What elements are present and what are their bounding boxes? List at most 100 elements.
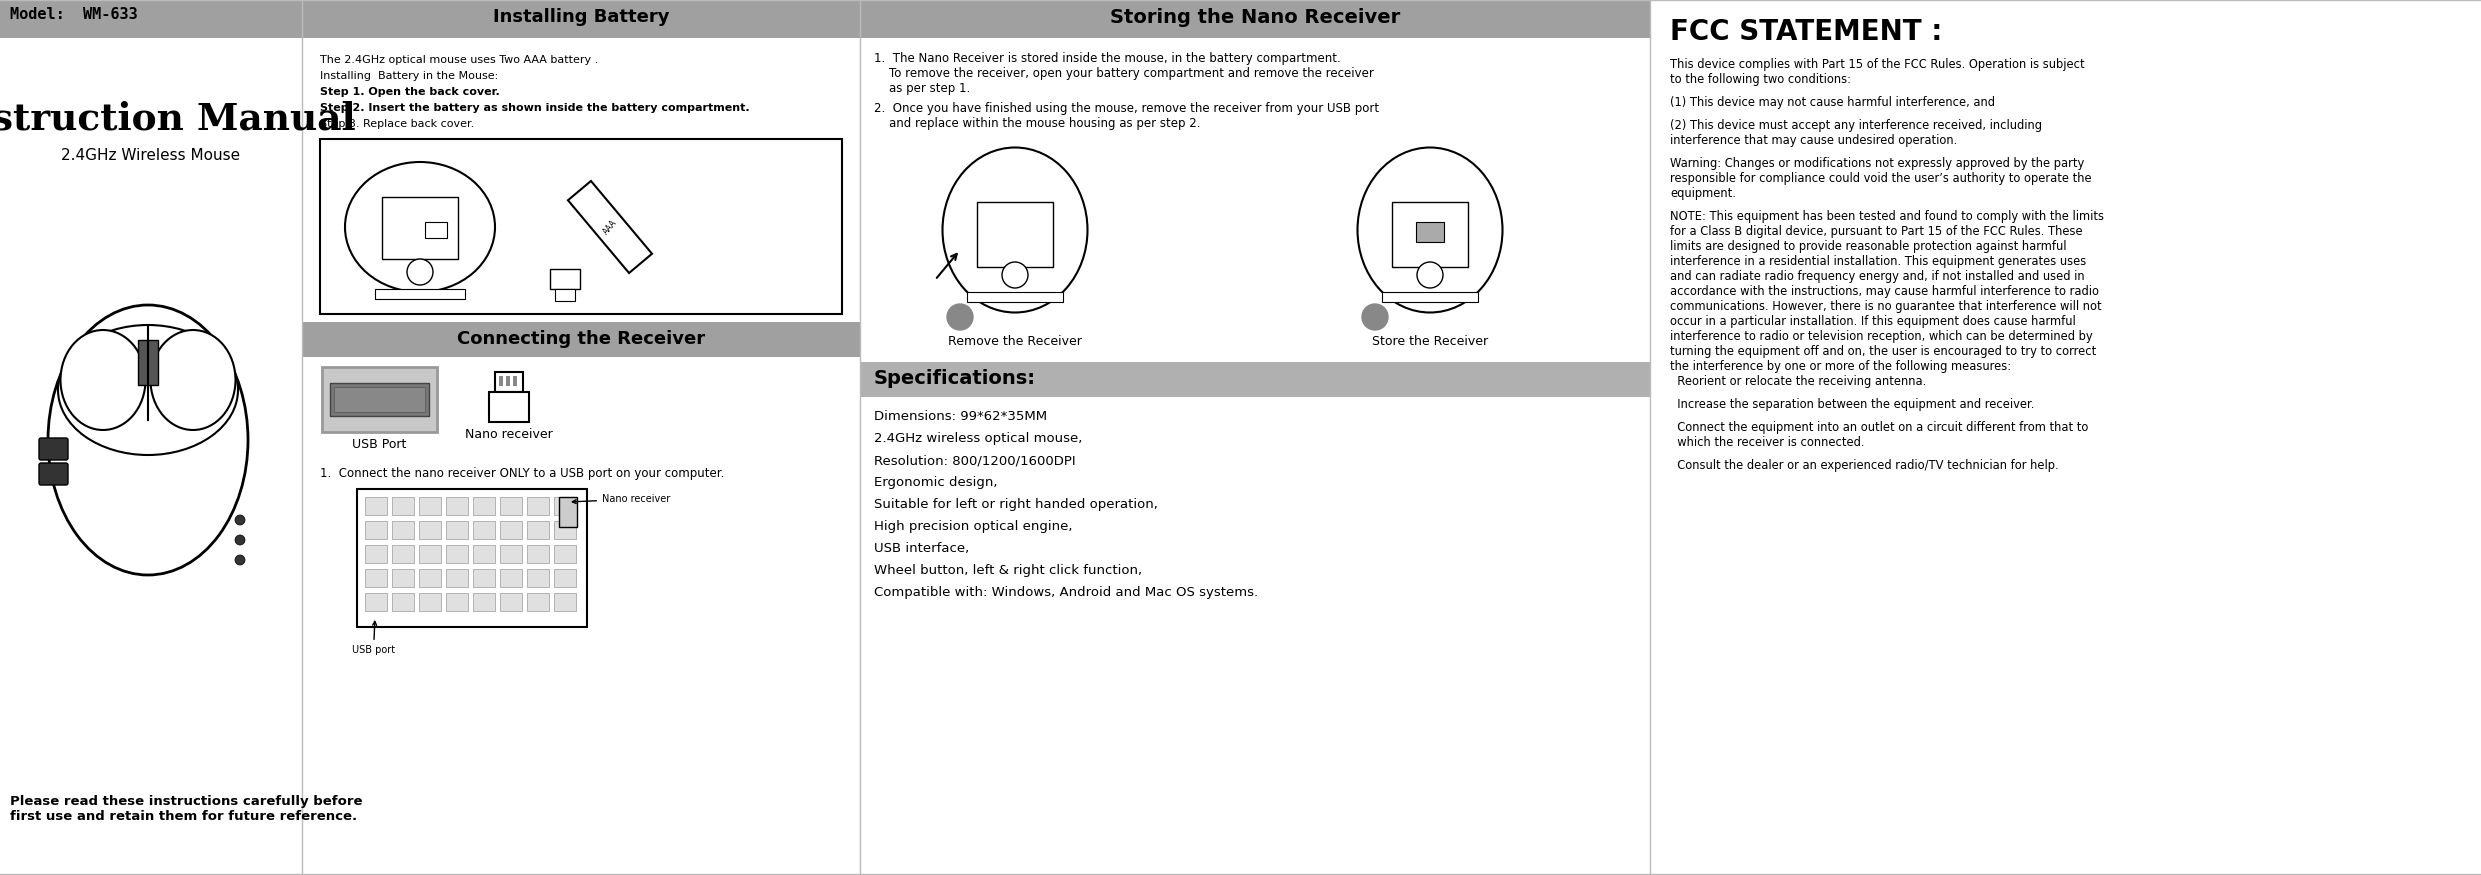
Bar — [501, 497, 521, 515]
FancyBboxPatch shape — [40, 438, 67, 460]
Bar — [365, 497, 387, 515]
Text: 2.4GHz wireless optical mouse,: 2.4GHz wireless optical mouse, — [873, 432, 1082, 445]
Bar — [553, 593, 576, 611]
Text: Reorient or relocate the receiving antenna.: Reorient or relocate the receiving anten… — [1670, 375, 1925, 388]
Bar — [558, 497, 578, 527]
Text: (2) This device must accept any interference received, including: (2) This device must accept any interfer… — [1670, 119, 2042, 132]
Text: 2.4GHz Wireless Mouse: 2.4GHz Wireless Mouse — [62, 148, 241, 163]
Bar — [514, 376, 516, 386]
Bar — [474, 545, 496, 563]
Bar — [447, 545, 469, 563]
Bar — [365, 593, 387, 611]
Bar — [447, 593, 469, 611]
Bar — [1417, 222, 1444, 242]
Text: Instruction Manual: Instruction Manual — [0, 100, 355, 137]
Text: Installing Battery: Installing Battery — [494, 8, 670, 26]
Text: (1) This device may not cause harmful interference, and: (1) This device may not cause harmful in… — [1670, 96, 1995, 109]
Text: Storing the Nano Receiver: Storing the Nano Receiver — [1109, 8, 1399, 27]
Bar — [1392, 202, 1469, 267]
Bar — [474, 593, 496, 611]
Text: The 2.4GHz optical mouse uses Two AAA battery .: The 2.4GHz optical mouse uses Two AAA ba… — [320, 55, 598, 65]
Text: USB Port: USB Port — [352, 438, 407, 451]
Bar — [303, 0, 861, 38]
Text: interference that may cause undesired operation.: interference that may cause undesired op… — [1670, 134, 1958, 147]
Text: Increase the separation between the equipment and receiver.: Increase the separation between the equi… — [1670, 398, 2034, 411]
Text: 2: 2 — [1370, 309, 1379, 323]
Bar — [320, 139, 841, 314]
Text: interference in a residential installation. This equipment generates uses: interference in a residential installati… — [1670, 255, 2087, 268]
Ellipse shape — [151, 330, 236, 430]
Text: Installing  Battery in the Mouse:: Installing Battery in the Mouse: — [320, 71, 499, 81]
Text: interference to radio or television reception, which can be determined by: interference to radio or television rece… — [1670, 330, 2091, 343]
Ellipse shape — [345, 162, 496, 292]
Bar — [419, 521, 442, 539]
Bar — [447, 569, 469, 587]
Bar — [489, 392, 528, 422]
Text: Compatible with: Windows, Android and Mac OS systems.: Compatible with: Windows, Android and Ma… — [873, 586, 1258, 599]
Text: Step 2. Insert the battery as shown inside the battery compartment.: Step 2. Insert the battery as shown insi… — [320, 103, 749, 113]
Text: Ergonomic design,: Ergonomic design, — [873, 476, 997, 489]
Bar — [392, 569, 414, 587]
Bar — [501, 569, 521, 587]
Text: USB port: USB port — [352, 621, 394, 655]
Text: Nano receiver: Nano receiver — [573, 494, 670, 504]
Circle shape — [236, 555, 246, 565]
Text: Please read these instructions carefully before
first use and retain them for fu: Please read these instructions carefully… — [10, 795, 362, 823]
Bar — [365, 545, 387, 563]
Bar — [499, 376, 504, 386]
Bar — [861, 362, 1650, 397]
Text: 2.  Once you have finished using the mouse, remove the receiver from your USB po: 2. Once you have finished using the mous… — [873, 102, 1379, 115]
Text: accordance with the instructions, may cause harmful interference to radio: accordance with the instructions, may ca… — [1670, 285, 2099, 298]
Bar — [496, 372, 523, 392]
Text: Store the Receiver: Store the Receiver — [1372, 335, 1489, 348]
Text: Step 3. Replace back cover.: Step 3. Replace back cover. — [320, 119, 474, 129]
Text: communications. However, there is no guarantee that interference will not: communications. However, there is no gua… — [1670, 300, 2101, 313]
Text: To remove the receiver, open your battery compartment and remove the receiver: To remove the receiver, open your batter… — [873, 67, 1374, 80]
Bar — [474, 521, 496, 539]
Bar — [335, 387, 424, 412]
Bar — [365, 569, 387, 587]
Bar — [553, 521, 576, 539]
Bar — [501, 545, 521, 563]
FancyBboxPatch shape — [40, 463, 67, 485]
Text: Step 1. Open the back cover.: Step 1. Open the back cover. — [320, 87, 499, 97]
Text: USB interface,: USB interface, — [873, 542, 970, 555]
Bar — [447, 521, 469, 539]
Text: turning the equipment off and on, the user is encouraged to try to correct: turning the equipment off and on, the us… — [1670, 345, 2096, 358]
Text: Nano receiver: Nano receiver — [464, 428, 553, 441]
Ellipse shape — [57, 325, 238, 455]
Text: for a Class B digital device, pursuant to Part 15 of the FCC Rules. These: for a Class B digital device, pursuant t… — [1670, 225, 2082, 238]
Bar — [382, 197, 459, 259]
Bar — [392, 545, 414, 563]
Circle shape — [236, 535, 246, 545]
Bar — [392, 593, 414, 611]
Bar — [474, 569, 496, 587]
Text: Consult the dealer or an experienced radio/TV technician for help.: Consult the dealer or an experienced rad… — [1670, 459, 2059, 472]
Bar — [526, 593, 548, 611]
Circle shape — [948, 304, 973, 330]
Bar — [139, 340, 159, 385]
Bar — [526, 497, 548, 515]
Text: FCC STATEMENT :: FCC STATEMENT : — [1670, 18, 1943, 46]
Text: occur in a particular installation. If this equipment does cause harmful: occur in a particular installation. If t… — [1670, 315, 2077, 328]
Text: Wheel button, left & right click function,: Wheel button, left & right click functio… — [873, 564, 1141, 577]
Text: Warning: Changes or modifications not expressly approved by the party: Warning: Changes or modifications not ex… — [1670, 157, 2084, 170]
Text: which the receiver is connected.: which the receiver is connected. — [1670, 436, 1866, 449]
Text: NOTE: This equipment has been tested and found to comply with the limits: NOTE: This equipment has been tested and… — [1670, 210, 2104, 223]
Bar — [474, 497, 496, 515]
Bar — [501, 521, 521, 539]
Bar — [375, 289, 464, 299]
Text: Dimensions: 99*62*35MM: Dimensions: 99*62*35MM — [873, 410, 1047, 423]
Text: to the following two conditions:: to the following two conditions: — [1670, 73, 1851, 86]
Bar — [506, 376, 511, 386]
Bar — [424, 222, 447, 238]
Bar — [978, 202, 1052, 267]
Bar — [419, 593, 442, 611]
Bar — [419, 569, 442, 587]
Text: 1.  Connect the nano receiver ONLY to a USB port on your computer.: 1. Connect the nano receiver ONLY to a U… — [320, 467, 724, 480]
Text: High precision optical engine,: High precision optical engine, — [873, 520, 1072, 533]
Bar — [0, 0, 303, 38]
Bar — [556, 289, 576, 301]
Text: as per step 1.: as per step 1. — [873, 82, 970, 95]
Text: Resolution: 800/1200/1600DPI: Resolution: 800/1200/1600DPI — [873, 454, 1077, 467]
